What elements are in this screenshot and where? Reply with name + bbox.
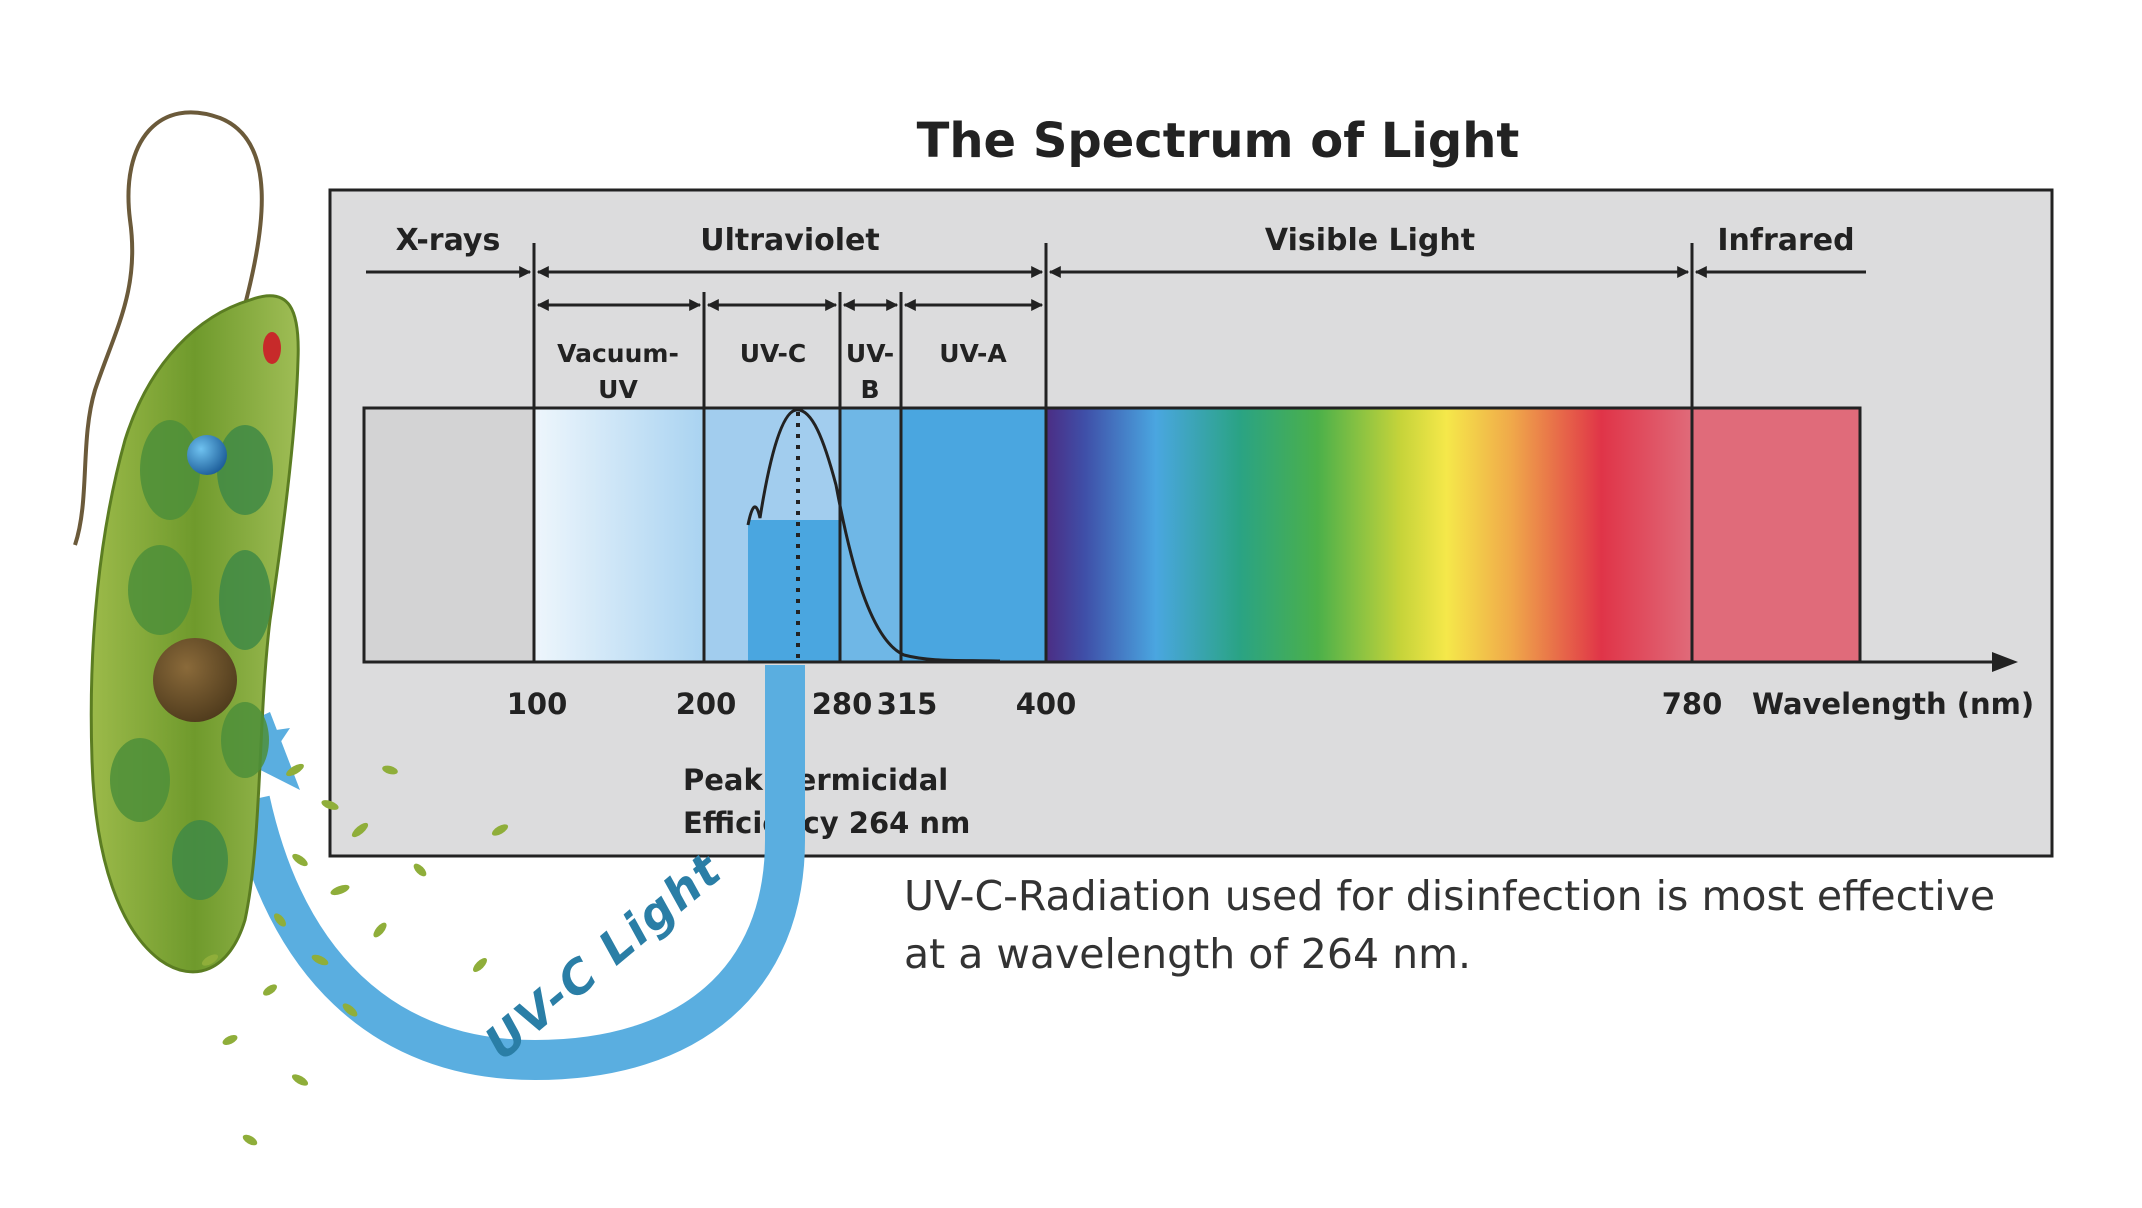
vacuum-uv-band bbox=[534, 408, 704, 662]
chloroplast bbox=[219, 550, 271, 650]
peak-label-line2: Efficiency 264 nm bbox=[683, 806, 970, 840]
sub-label-vacuum-uv-2: UV bbox=[598, 375, 638, 404]
sub-label-uvc: UV-C bbox=[740, 339, 807, 368]
tick-label-315: 315 bbox=[877, 687, 938, 721]
chloroplast bbox=[217, 425, 273, 515]
germicidal-curve bbox=[746, 408, 1001, 663]
diagram-title: The Spectrum of Light bbox=[917, 113, 1520, 169]
chloroplast bbox=[128, 545, 192, 635]
band-label-ultraviolet: Ultraviolet bbox=[700, 223, 879, 258]
sub-label-uva: UV-A bbox=[939, 339, 1007, 368]
vacuole bbox=[187, 435, 227, 475]
band-label-visible: Visible Light bbox=[1265, 223, 1475, 258]
band-label-infrared: Infrared bbox=[1717, 223, 1854, 258]
sub-label-uvb-1: UV- bbox=[846, 339, 894, 368]
sub-label-vacuum-uv-1: Vacuum- bbox=[557, 339, 679, 368]
tick-label-400: 400 bbox=[1016, 687, 1077, 721]
chloroplast bbox=[221, 702, 269, 778]
spectrum-bar bbox=[362, 406, 1862, 664]
visible-band bbox=[1046, 408, 1692, 662]
tick-label-100: 100 bbox=[507, 687, 568, 721]
band-boundaries bbox=[532, 243, 1694, 662]
nucleus bbox=[153, 638, 237, 722]
sub-label-uvb-2: B bbox=[860, 375, 879, 404]
uvb-band bbox=[840, 408, 901, 662]
uva-band bbox=[901, 408, 1046, 662]
debris-particles bbox=[201, 763, 509, 1146]
tick-label-780: 780 bbox=[1662, 687, 1723, 721]
tick-label-200: 200 bbox=[676, 687, 737, 721]
tick-label-280: 280 bbox=[812, 687, 873, 721]
axis-label: Wavelength (nm) bbox=[1752, 687, 2034, 721]
chloroplast bbox=[172, 820, 228, 900]
eyespot bbox=[263, 332, 281, 364]
germicidal-fill bbox=[748, 520, 840, 662]
caption-line1: UV-C-Radiation used for disinfection is … bbox=[904, 872, 1995, 920]
xray-band bbox=[364, 408, 534, 662]
chloroplast bbox=[110, 738, 170, 822]
chloroplast bbox=[140, 420, 200, 520]
uvc-light-arrow-body bbox=[230, 665, 805, 1081]
band-range-arrows bbox=[366, 266, 1866, 311]
peak-label-line1: Peak Germicidal bbox=[683, 763, 948, 797]
band-label-xrays: X-rays bbox=[396, 223, 501, 258]
caption-line2: at a wavelength of 264 nm. bbox=[904, 930, 1471, 978]
axis-arrowhead bbox=[1992, 652, 2018, 672]
infrared-band bbox=[1692, 408, 1860, 662]
microorganism-illustration bbox=[73, 110, 509, 1146]
flagellum bbox=[73, 110, 264, 546]
